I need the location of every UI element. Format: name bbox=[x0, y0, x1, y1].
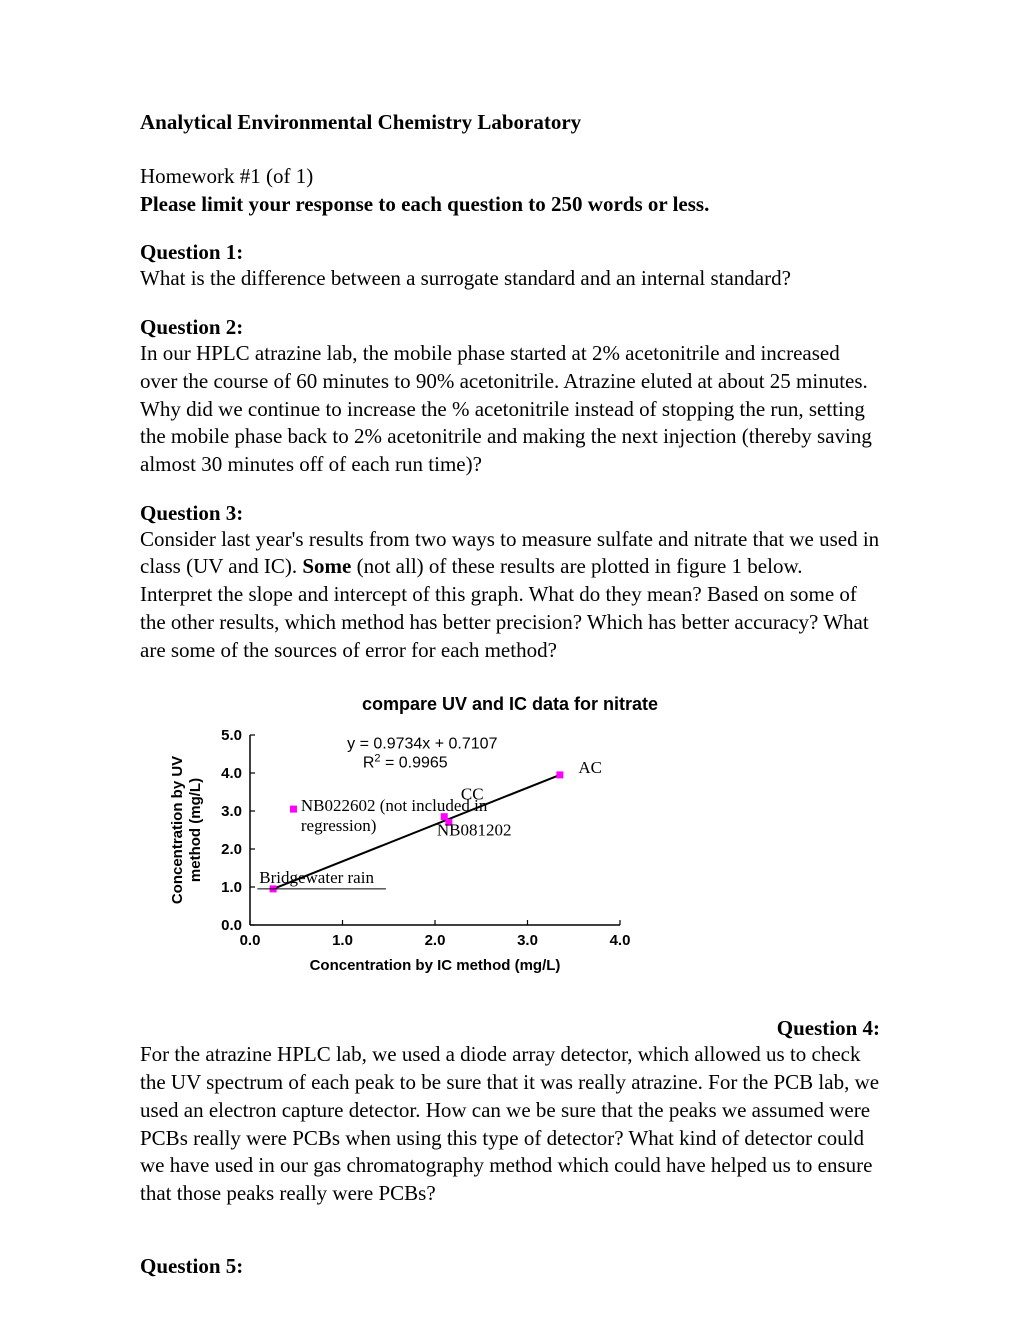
q3-body-bold: Some bbox=[302, 554, 351, 578]
q2-head: Question 2: bbox=[140, 315, 880, 340]
chart-title: compare UV and IC data for nitrate bbox=[140, 694, 880, 715]
q3-head: Question 3: bbox=[140, 501, 880, 526]
svg-text:NB081202: NB081202 bbox=[437, 821, 512, 840]
q2-body: In our HPLC atrazine lab, the mobile pha… bbox=[140, 340, 880, 479]
svg-text:3.0: 3.0 bbox=[517, 932, 538, 949]
q5-head: Question 5: bbox=[140, 1254, 880, 1279]
svg-text:0.0: 0.0 bbox=[240, 932, 261, 949]
svg-text:5.0: 5.0 bbox=[221, 727, 242, 744]
svg-text:CC: CC bbox=[461, 785, 484, 804]
svg-text:4.0: 4.0 bbox=[221, 765, 242, 782]
page: Analytical Environmental Chemistry Labor… bbox=[0, 0, 1020, 1339]
svg-text:2.0: 2.0 bbox=[221, 841, 242, 858]
question-1: Question 1: What is the difference betwe… bbox=[140, 240, 880, 293]
limit-line: Please limit your response to each quest… bbox=[140, 191, 880, 219]
svg-text:R2 = 0.9965: R2 = 0.9965 bbox=[363, 753, 448, 772]
svg-text:3.0: 3.0 bbox=[221, 803, 242, 820]
svg-text:Concentration by IC method (mg: Concentration by IC method (mg/L) bbox=[310, 957, 561, 974]
hw-block: Homework #1 (of 1) Please limit your res… bbox=[140, 163, 880, 218]
svg-text:y = 0.9734x + 0.7107: y = 0.9734x + 0.7107 bbox=[347, 736, 497, 753]
svg-text:Concentration by UVmethod (mg/: Concentration by UVmethod (mg/L) bbox=[169, 756, 204, 904]
svg-text:4.0: 4.0 bbox=[610, 932, 631, 949]
svg-text:2.0: 2.0 bbox=[425, 932, 446, 949]
svg-text:Bridgewater rain: Bridgewater rain bbox=[259, 869, 374, 888]
question-3: Question 3: Consider last year's results… bbox=[140, 501, 880, 665]
q4-body: For the atrazine HPLC lab, we used a dio… bbox=[140, 1041, 880, 1207]
lab-title: Analytical Environmental Chemistry Labor… bbox=[140, 110, 880, 135]
hw-line: Homework #1 (of 1) bbox=[140, 163, 880, 191]
question-2: Question 2: In our HPLC atrazine lab, th… bbox=[140, 315, 880, 479]
svg-text:AC: AC bbox=[578, 758, 602, 777]
q1-head: Question 1: bbox=[140, 240, 880, 265]
svg-text:1.0: 1.0 bbox=[221, 879, 242, 896]
chart: 0.01.02.03.04.05.00.01.02.03.04.0Concent… bbox=[168, 725, 880, 1010]
q3-body: Consider last year's results from two wa… bbox=[140, 526, 880, 665]
chart-svg: 0.01.02.03.04.05.00.01.02.03.04.0Concent… bbox=[168, 725, 688, 1005]
q4-head: Question 4: bbox=[140, 1016, 880, 1041]
svg-text:1.0: 1.0 bbox=[332, 932, 353, 949]
q1-body: What is the difference between a surroga… bbox=[140, 265, 880, 293]
